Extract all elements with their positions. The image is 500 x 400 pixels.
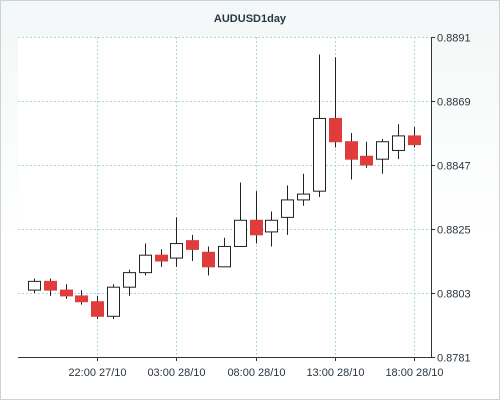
y-tick-label: 0.8869 [437,97,471,109]
y-tick-label: 0.8803 [437,289,471,301]
x-tick-label: 08:00 28/10 [227,367,285,379]
y-tick-label: 0.8781 [437,353,471,365]
x-tick-label: 18:00 28/10 [385,367,443,379]
y-tick-label: 0.8891 [437,33,471,45]
candle-body-bull [107,286,120,317]
candle-body-bear [345,141,358,160]
y-tick-label: 0.8825 [437,225,471,237]
candle-body-bull [234,219,247,247]
plot-area [18,37,431,357]
candle-body-bull [139,254,152,274]
candle [313,54,326,197]
candle [234,182,247,247]
candle [202,246,215,276]
candle [281,185,294,235]
candle [218,237,231,268]
candle [297,173,310,206]
candle-body-bear [155,254,168,262]
x-tick-label: 03:00 28/10 [147,367,205,379]
candle [28,278,41,293]
candle [75,290,88,305]
x-tick-label: 22:00 27/10 [68,367,126,379]
candle [155,249,168,267]
candle-body-bear [408,135,421,146]
candle [329,57,342,148]
candle [107,284,120,320]
candle [170,217,183,267]
candle [250,191,263,244]
candle [265,211,278,247]
candle [360,141,373,168]
candle-body-bear [186,240,199,250]
candle-body-bull [218,245,231,268]
candle-body-bear [360,155,373,166]
candle [376,138,389,174]
candle [123,269,136,296]
y-tick-label: 0.8847 [437,161,471,173]
candle [60,284,73,299]
candle-body-bear [250,219,263,236]
candle-body-bear [329,117,342,143]
candle-body-bull [376,141,389,160]
candle-body-bear [60,289,73,297]
axes: 0.8891 0.8869 0.8847 0.8825 0.8803 0.8781 22:0… [18,33,471,379]
x-tick-label: 13:00 28/10 [306,367,364,379]
candle-body-bear [75,295,88,303]
candle [392,124,405,160]
candle [186,234,199,261]
candle-body-bull [297,193,310,201]
chart-title: AUDUSD1day [214,13,287,25]
candle [44,278,57,296]
candle-body-bull [281,199,294,218]
candle [408,127,421,148]
candle-body-bull [170,243,183,259]
candle-body-bull [313,117,326,192]
candle [139,243,152,276]
candle-body-bull [392,135,405,151]
candles [28,54,421,320]
candle-body-bear [202,251,215,268]
candle-body-bear [91,301,104,317]
candle-body-bull [123,272,136,288]
candle [91,295,104,320]
candle-body-bull [28,280,41,291]
candle-body-bull [265,219,278,233]
candle-body-bear [44,280,57,291]
candle [345,133,358,180]
